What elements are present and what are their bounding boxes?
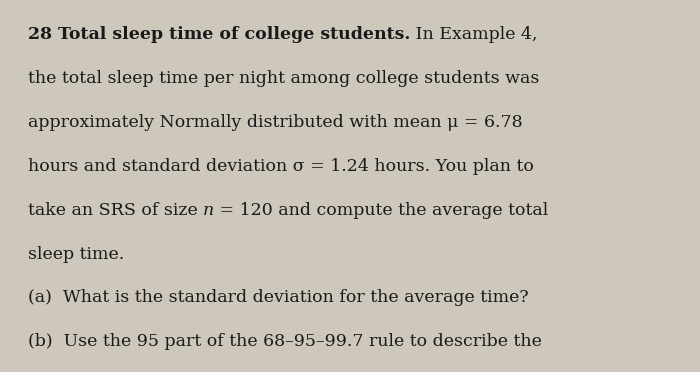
Text: In Example 4,: In Example 4, [410,26,538,43]
Text: the total sleep time per night among college students was: the total sleep time per night among col… [28,70,540,87]
Text: 28: 28 [28,26,58,43]
Text: Total sleep time of college students.: Total sleep time of college students. [58,26,410,43]
Text: (b)  Use the 95 part of the 68–95–99.7 rule to describe the: (b) Use the 95 part of the 68–95–99.7 ru… [28,333,542,350]
Text: hours and standard deviation σ = 1.24 hours. You plan to: hours and standard deviation σ = 1.24 ho… [28,158,534,175]
Text: n: n [203,202,214,219]
Text: approximately Normally distributed with mean μ = 6.78: approximately Normally distributed with … [28,114,523,131]
Text: = 120 and compute the average total: = 120 and compute the average total [214,202,549,219]
Text: (a)  What is the standard deviation for the average time?: (a) What is the standard deviation for t… [28,289,528,307]
Text: sleep time.: sleep time. [28,246,125,263]
Text: take an SRS of size: take an SRS of size [28,202,203,219]
